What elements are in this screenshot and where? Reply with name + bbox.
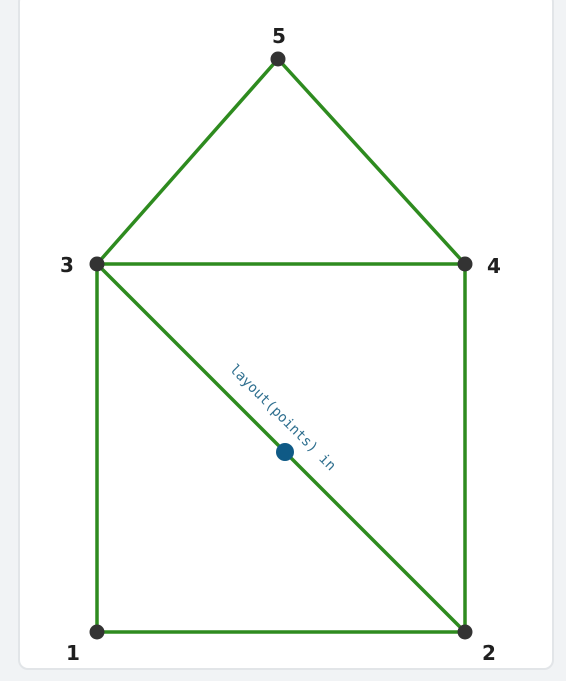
node-label-3: 3 — [60, 253, 74, 277]
node-label-4: 4 — [487, 254, 501, 278]
node-label-1: 1 — [66, 641, 80, 665]
node-4 — [457, 256, 473, 272]
node-2 — [457, 624, 473, 640]
node-1 — [89, 624, 105, 640]
diagonal-midpoint-marker — [276, 443, 294, 461]
node-3 — [89, 256, 105, 272]
node-5 — [270, 51, 286, 67]
edge-3-5 — [95, 57, 280, 266]
node-label-5: 5 — [272, 24, 286, 48]
edge-4-5 — [276, 57, 467, 266]
node-label-2: 2 — [482, 641, 496, 665]
